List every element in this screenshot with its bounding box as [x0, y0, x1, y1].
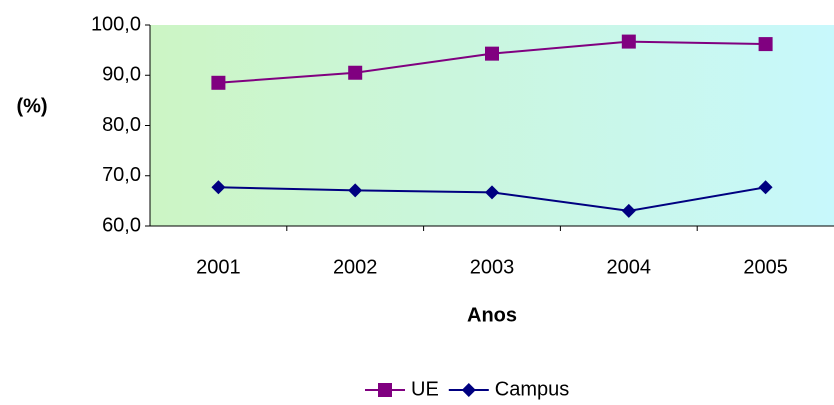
x-axis-label: Anos: [467, 304, 517, 326]
marker-square: [621, 34, 636, 49]
x-tick-label: 2003: [470, 256, 515, 278]
y-tick-label: 70,0: [102, 164, 141, 186]
marker-diamond: [348, 183, 363, 198]
y-axis-label: (%): [16, 95, 47, 117]
marker-diamond: [211, 180, 226, 195]
x-tick-label: 2005: [743, 256, 788, 278]
legend-label: UE: [411, 378, 439, 400]
legend-label: Campus: [495, 378, 569, 400]
marker-square: [348, 65, 363, 80]
marker-square: [211, 75, 226, 90]
marker-diamond: [621, 203, 636, 218]
marker-diamond: [758, 180, 773, 195]
marker-square: [758, 37, 773, 52]
marker-square: [485, 46, 499, 61]
y-tick-label: 80,0: [102, 114, 141, 136]
y-tick-label: 60,0: [102, 214, 141, 236]
x-tick-label: 2004: [607, 256, 652, 278]
x-tick-label: 2002: [333, 256, 378, 278]
marker-square: [378, 383, 392, 397]
y-tick-label: 90,0: [102, 64, 141, 86]
x-tick-label: 2001: [196, 256, 241, 278]
marker-diamond: [485, 185, 499, 200]
y-tick-label: 100,0: [91, 13, 141, 35]
marker-diamond: [461, 383, 476, 397]
